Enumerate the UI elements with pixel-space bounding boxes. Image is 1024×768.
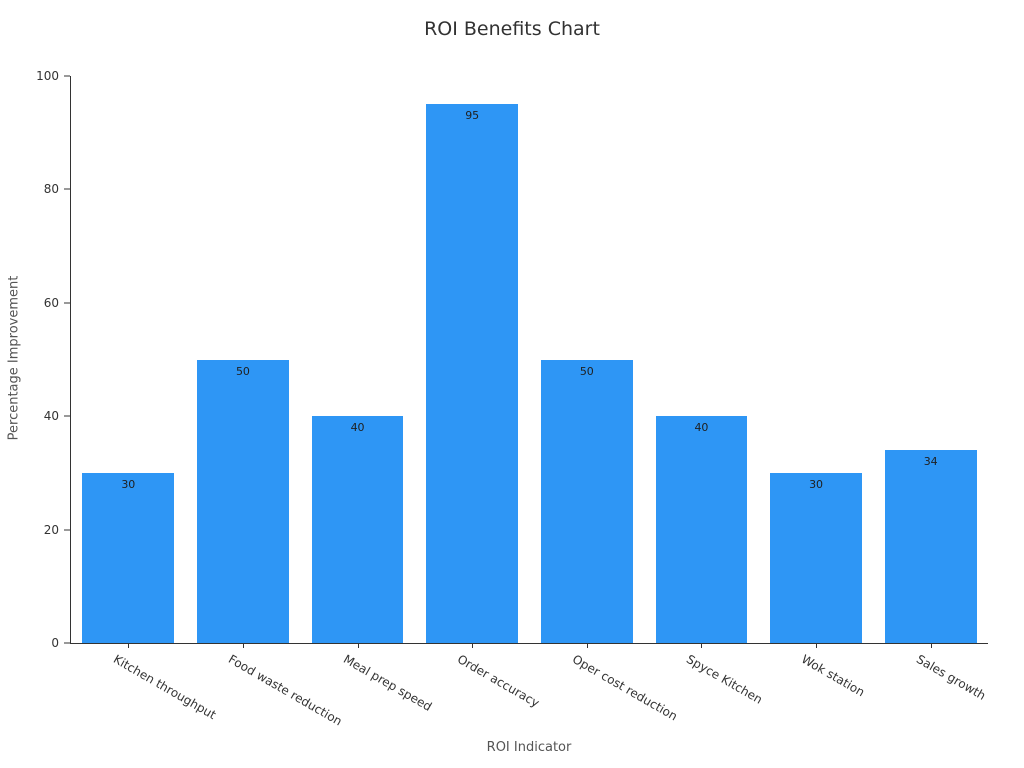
x-tick-label: Kitchen throughput	[111, 652, 219, 723]
bar-slot: 50 Food waste reduction	[186, 76, 344, 729]
bar-value-label: 30	[121, 477, 136, 491]
y-tick-mark	[64, 302, 70, 304]
bar-value-label: 34	[923, 455, 938, 469]
y-tick-label: 80	[43, 182, 59, 197]
bar-slot: 30 Kitchen throughput	[71, 76, 219, 722]
bar-value-label: 40	[350, 421, 365, 435]
bar: 30	[770, 472, 862, 643]
bar: 40	[655, 416, 748, 643]
bar: 40	[311, 416, 404, 643]
bar-slot: 40 Spyce Kitchen	[644, 76, 765, 707]
bar: 50	[197, 359, 289, 643]
bar-value-label: 50	[235, 364, 250, 378]
x-tick-mark	[816, 643, 818, 648]
x-tick-mark	[701, 643, 703, 648]
x-tick-label: Order accuracy	[455, 652, 542, 711]
y-tick-label: 60	[43, 295, 59, 310]
y-tick-mark	[64, 188, 70, 190]
x-tick-label: Oper cost reduction	[569, 652, 680, 724]
bar-value-label: 50	[579, 364, 594, 378]
y-tick-mark	[64, 75, 70, 77]
x-tick-mark	[930, 643, 932, 648]
bar: 50	[540, 359, 633, 643]
bar-value-label: 95	[465, 109, 480, 123]
x-tick-label: Food waste reduction	[225, 652, 345, 729]
x-tick-label: Sales growth	[913, 652, 988, 703]
chart-title: ROI Benefits Chart	[424, 18, 600, 40]
bars-container: 30 Kitchen throughput 50 Food waste reducti…	[71, 76, 988, 729]
x-axis-label: ROI Indicator	[486, 740, 572, 755]
x-tick-mark	[128, 643, 130, 648]
x-tick-mark	[242, 643, 244, 648]
bar-slot: 30 Wok station	[759, 76, 874, 699]
plot-area: 30 Kitchen throughput 50 Food waste reducti…	[36, 69, 988, 729]
bar: 30	[82, 472, 175, 643]
bar-value-label: 40	[694, 421, 709, 435]
x-tick-mark	[472, 643, 474, 648]
bar-slot: 95 Order accuracy	[415, 76, 542, 710]
y-tick-label: 100	[36, 69, 59, 83]
bar: 34	[884, 450, 977, 643]
x-tick-label: Spyce Kitchen	[684, 652, 766, 707]
y-tick-mark	[64, 642, 70, 644]
y-tick-label: 0	[51, 636, 59, 650]
bar-slot: 34 Sales growth	[873, 76, 988, 703]
bar-slot: 50 Oper cost reduction	[530, 76, 680, 724]
x-tick-mark	[586, 643, 588, 648]
y-tick-label: 40	[43, 409, 59, 424]
bar-slot: 40 Meal prep speed	[300, 76, 434, 714]
x-tick-label: Meal prep speed	[340, 652, 434, 714]
y-tick-mark	[64, 415, 70, 417]
y-tick-label: 20	[43, 522, 59, 537]
bar-value-label: 30	[809, 477, 824, 491]
y-tick-mark	[64, 529, 70, 531]
bar: 95	[426, 104, 519, 643]
x-tick-mark	[357, 643, 359, 648]
x-tick-label: Wok station	[799, 652, 868, 700]
